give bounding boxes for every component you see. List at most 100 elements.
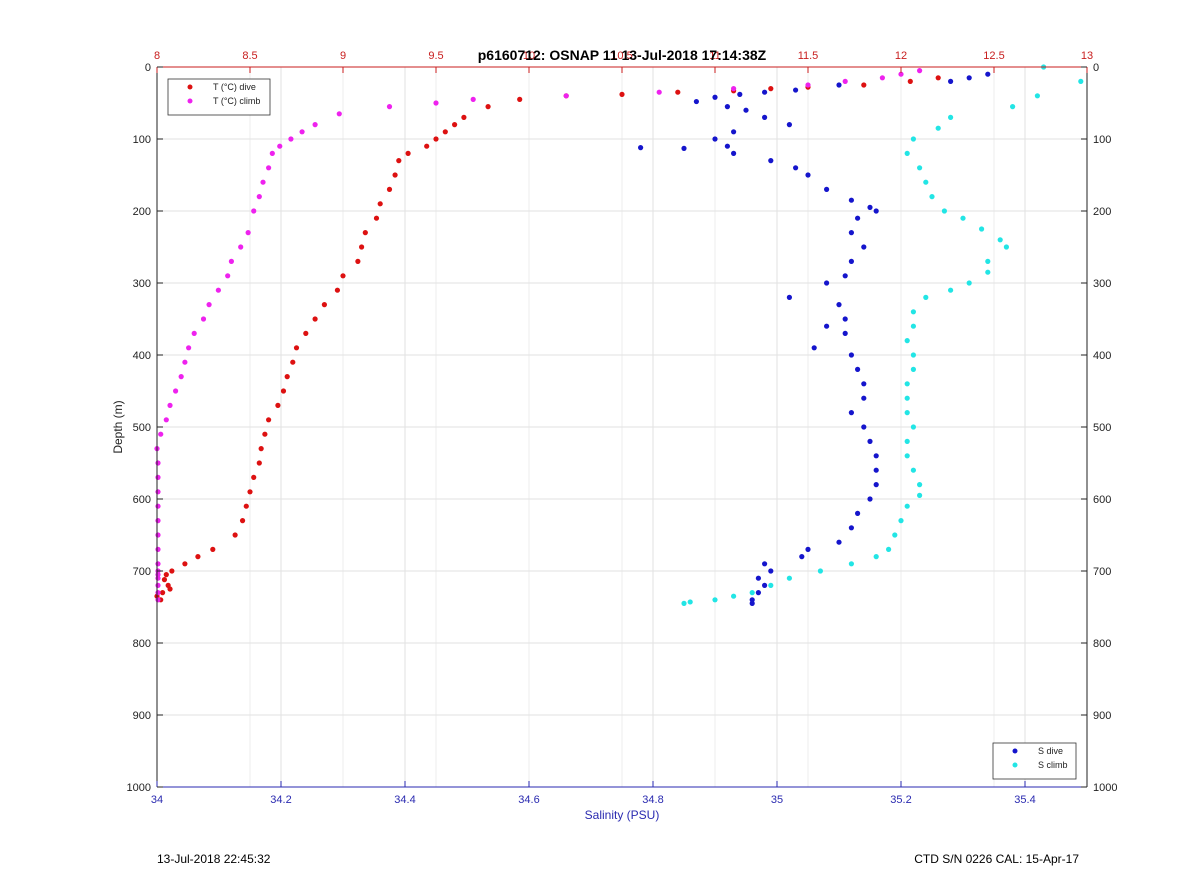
y-tick-label-left: 400 <box>133 350 151 362</box>
data-point <box>848 561 855 567</box>
y-tick-label-left: 800 <box>133 638 151 650</box>
data-point <box>442 129 448 135</box>
data-point <box>805 546 811 553</box>
data-point <box>892 532 898 538</box>
data-point <box>299 129 305 135</box>
data-point <box>293 345 300 351</box>
data-point <box>966 280 972 286</box>
data-point <box>836 539 842 545</box>
data-point <box>362 230 368 236</box>
legend-box <box>167 78 271 116</box>
data-point <box>873 467 879 473</box>
data-point <box>768 582 774 589</box>
data-point <box>266 165 272 171</box>
data-point <box>985 71 991 77</box>
data-point <box>873 482 879 488</box>
data-point <box>159 590 166 596</box>
data-point <box>656 89 662 95</box>
y-tick-label-right: 0 <box>1093 62 1099 74</box>
data-point <box>848 525 855 531</box>
data-point <box>243 503 249 509</box>
data-point <box>247 489 253 495</box>
data-point <box>158 431 164 437</box>
data-point <box>811 345 817 351</box>
data-point <box>724 143 731 149</box>
data-point <box>948 114 954 120</box>
data-point <box>805 172 811 178</box>
data-point <box>1010 104 1016 110</box>
x-tick-label-temperature: 11.5 <box>798 50 819 62</box>
legend-marker <box>1012 748 1018 754</box>
data-point <box>712 136 718 142</box>
x-tick-label-salinity: 34.6 <box>518 794 539 806</box>
data-point <box>786 294 793 300</box>
data-point <box>215 287 221 293</box>
x-tick-label-salinity: 35 <box>771 794 783 806</box>
data-point <box>256 460 262 466</box>
data-point <box>948 287 954 293</box>
data-point <box>904 503 910 509</box>
x-axis-label: Salinity (PSU) <box>585 808 660 822</box>
x-tick-label-salinity: 35.2 <box>890 794 911 806</box>
y-tick-label-right: 400 <box>1093 350 1111 362</box>
data-point <box>277 143 283 149</box>
data-point <box>786 122 793 128</box>
y-tick-label-left: 600 <box>133 494 151 506</box>
data-point <box>200 316 207 322</box>
data-point <box>260 179 266 185</box>
data-point <box>904 410 910 416</box>
data-point <box>336 111 342 117</box>
data-point <box>731 150 737 156</box>
data-point <box>873 208 879 214</box>
data-point <box>910 467 917 473</box>
x-tick-label-salinity: 34.4 <box>394 794 415 806</box>
data-point <box>867 204 873 210</box>
data-point <box>793 165 799 171</box>
data-point <box>258 446 264 452</box>
data-point <box>793 87 799 93</box>
data-point <box>879 75 886 81</box>
data-point <box>842 78 848 84</box>
legend-label: S climb <box>1038 760 1068 770</box>
data-point <box>452 122 458 128</box>
data-point <box>433 100 439 106</box>
data-point <box>917 492 923 498</box>
data-point <box>941 208 948 214</box>
data-point <box>712 94 718 100</box>
data-point <box>917 482 923 488</box>
data-point <box>210 546 216 553</box>
data-point <box>155 489 161 495</box>
data-point <box>768 86 774 92</box>
chart-title: p6160712: OSNAP 11 13-Jul-2018 17:14:38Z <box>478 47 767 63</box>
data-point <box>848 352 855 358</box>
data-point <box>275 402 281 408</box>
legend-marker <box>187 84 193 90</box>
data-point <box>904 395 910 401</box>
x-tick-label-temperature: 11 <box>709 50 720 62</box>
data-point <box>923 179 929 185</box>
data-point <box>155 546 161 553</box>
data-point <box>935 75 941 81</box>
series-s-dive <box>638 71 991 607</box>
data-point <box>836 302 842 308</box>
y-tick-label-right: 800 <box>1093 638 1111 650</box>
data-point <box>755 575 762 581</box>
x-tick-label-temperature: 9.5 <box>428 50 443 62</box>
legend-marker <box>187 98 193 104</box>
data-point <box>461 114 467 120</box>
x-tick-label-salinity: 35.4 <box>1014 794 1035 806</box>
data-point <box>898 71 904 77</box>
data-point <box>470 96 476 102</box>
data-point <box>161 577 168 583</box>
data-point <box>861 381 867 387</box>
data-point <box>163 572 169 578</box>
data-point <box>182 359 188 365</box>
data-point <box>873 554 879 560</box>
data-point <box>886 546 892 553</box>
data-point <box>904 381 910 387</box>
data-point <box>1003 244 1010 250</box>
tick-labels: 34 34.2 34.4 34.6 34.8 35 35.2 35.4 8 8.5 9 9.5 10 10… <box>127 50 1118 806</box>
data-point <box>232 532 238 538</box>
data-point <box>904 338 910 344</box>
